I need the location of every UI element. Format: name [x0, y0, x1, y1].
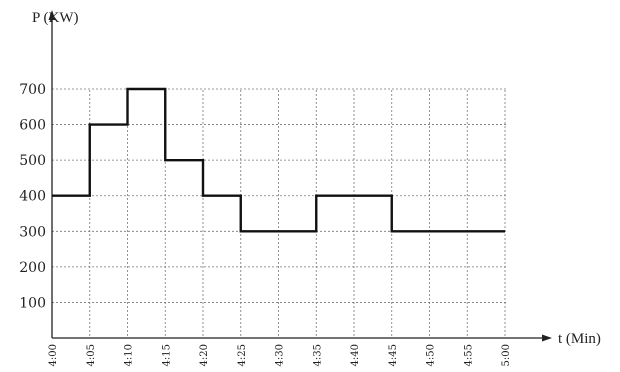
x-tick-label: 4:15 [161, 344, 172, 366]
x-axis-label: t (Min) [558, 331, 601, 347]
x-tick-label: 4:10 [124, 344, 135, 366]
y-tick-label: 500 [19, 153, 46, 169]
y-tick-label: 700 [19, 82, 46, 98]
axes [48, 10, 552, 342]
x-tick-label: 4:50 [426, 344, 437, 366]
x-tick-label: 4:05 [86, 344, 97, 366]
x-tick-label: 4:35 [312, 344, 323, 366]
y-axis-arrow-icon [48, 10, 56, 20]
x-tick-label: 4:00 [48, 344, 59, 366]
y-axis-label: P (KW) [32, 10, 79, 26]
y-tick-label: 600 [19, 118, 46, 134]
x-tick-label: 4:25 [237, 344, 248, 366]
x-axis-arrow-icon [542, 334, 552, 342]
x-tick-label: 4:40 [350, 344, 361, 366]
grid [52, 88, 506, 338]
y-tick-label: 100 [19, 295, 46, 311]
x-tick-labels: 4:00 4:05 4:10 4:15 4:20 4:25 4:30 4:35 4:40 4:45… [48, 344, 512, 366]
y-tick-label: 200 [19, 260, 46, 276]
x-tick-label: 4:55 [463, 344, 474, 366]
power-step-line [52, 87, 505, 233]
y-tick-label: 300 [19, 224, 46, 240]
x-tick-label: 4:45 [388, 344, 399, 366]
x-tick-label: 4:20 [199, 344, 210, 366]
x-tick-label: 5:00 [501, 344, 512, 366]
y-tick-label: 400 [19, 189, 46, 205]
x-tick-label: 4:30 [275, 344, 286, 366]
y-tick-labels: 100 200 300 400 500 600 700 [19, 82, 46, 311]
